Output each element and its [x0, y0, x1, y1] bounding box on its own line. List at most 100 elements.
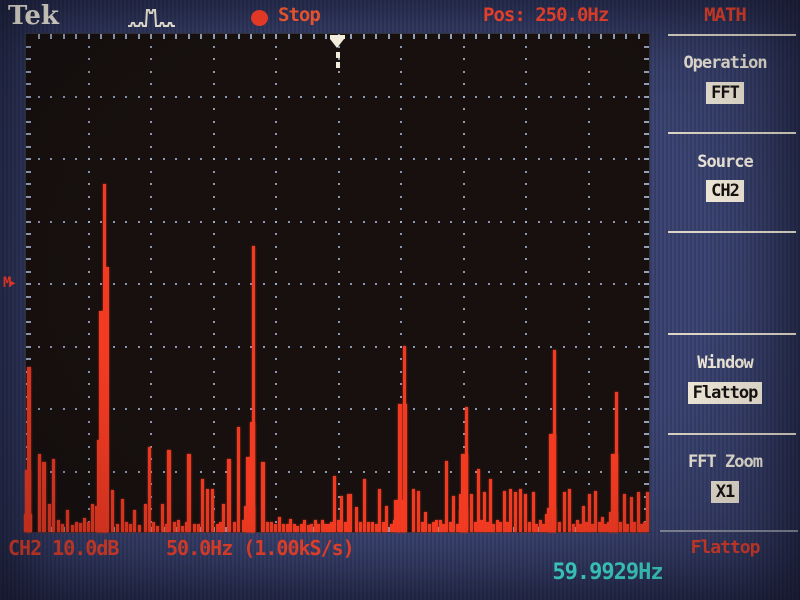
fft-trace-bar [442, 524, 445, 532]
grid-mark [100, 158, 102, 160]
grid-mark [37, 220, 40, 223]
grid-mark [612, 408, 615, 410]
grid-mark [575, 345, 577, 348]
grid-mark [187, 345, 190, 348]
fft-trace-bar [278, 517, 281, 532]
grid-mark [200, 34, 202, 39]
math-trace-position-marker[interactable]: M▶ [3, 275, 15, 291]
grid-mark [212, 433, 215, 435]
grid-mark [412, 283, 415, 285]
grid-mark [587, 283, 590, 285]
grid-mark [337, 358, 340, 360]
grid-mark [312, 408, 315, 410]
grid-mark [587, 420, 590, 423]
grid-mark [462, 433, 465, 435]
grid-mark [150, 145, 152, 148]
grid-mark [212, 420, 215, 423]
center-frequency-marker-icon[interactable] [330, 35, 345, 68]
grid-mark [644, 345, 649, 348]
grid-mark [150, 520, 152, 523]
grid-mark [644, 220, 649, 223]
fft-trace-bar [591, 524, 594, 532]
grid-mark [26, 258, 31, 260]
fft-trace-bar [539, 520, 542, 532]
fft-trace-bar [382, 522, 385, 532]
grid-mark [300, 95, 302, 98]
grid-mark [125, 470, 127, 473]
grid-mark [150, 170, 152, 173]
grid-mark [500, 95, 502, 98]
fft-trace-bar [66, 510, 69, 532]
grid-mark [200, 220, 202, 223]
grid-mark [250, 34, 252, 39]
grid-mark [312, 470, 315, 473]
fft-trace-bar [568, 489, 571, 532]
grid-mark [175, 220, 177, 223]
grid-mark [644, 233, 649, 235]
grid-mark [275, 120, 277, 123]
grid-mark [437, 220, 440, 223]
grid-mark [337, 95, 340, 98]
grid-mark [175, 283, 177, 285]
grid-mark [337, 370, 340, 373]
grid-mark [187, 34, 190, 39]
fft-trace-bar [330, 522, 333, 532]
grid-mark [87, 483, 90, 485]
grid-mark [150, 445, 152, 448]
grid-mark [275, 195, 277, 198]
grid-mark [337, 320, 340, 323]
fft-trace-bar [452, 496, 455, 532]
grid-mark [644, 95, 649, 98]
grid-mark [212, 345, 215, 348]
fft-trace-bar [324, 524, 327, 532]
grid-mark [337, 495, 340, 498]
grid-mark [462, 395, 465, 398]
grid-mark [87, 133, 90, 135]
grid-mark [87, 520, 90, 523]
grid-mark [637, 408, 640, 410]
grid-mark [525, 95, 527, 98]
grid-mark [150, 220, 152, 223]
grid-mark [62, 408, 65, 410]
grid-mark [162, 220, 165, 223]
grid-mark [587, 158, 590, 160]
fft-trace-bar [317, 524, 320, 532]
grid-mark [625, 158, 627, 160]
grid-mark [87, 158, 90, 160]
grid-mark [562, 345, 565, 348]
grid-mark [375, 345, 377, 348]
horizontal-position-readout: Pos: 250.0Hz [483, 4, 609, 26]
grid-mark [412, 220, 415, 223]
grid-mark [87, 470, 90, 473]
grid-mark [112, 283, 115, 285]
grid-mark [387, 158, 390, 160]
fft-trace-bar [503, 491, 506, 532]
fft-trace-bar [572, 524, 575, 532]
fft-trace-bar [206, 489, 209, 532]
grid-mark [400, 158, 402, 160]
grid-mark [525, 158, 527, 160]
grid-mark [87, 208, 90, 210]
grid-mark [525, 308, 527, 310]
grid-mark [75, 408, 77, 410]
grid-mark [300, 158, 302, 160]
fft-trace-bar [197, 524, 200, 532]
menu-item-fft-zoom[interactable]: X1 [650, 481, 800, 503]
grid-mark [525, 408, 527, 410]
menu-item-operation[interactable]: FFT [650, 82, 800, 104]
grid-mark [462, 108, 465, 110]
fft-trace-bar [421, 522, 424, 532]
grid-mark [587, 133, 590, 135]
grid-mark [587, 120, 590, 123]
fft-trace-bar [289, 519, 292, 532]
grid-mark [412, 34, 415, 39]
grid-mark [137, 345, 140, 348]
grid-mark [525, 34, 527, 39]
fft-trace-bar [111, 490, 114, 532]
grid-mark [87, 195, 90, 198]
menu-item-source[interactable]: CH2 [650, 180, 800, 202]
menu-item-window[interactable]: Flattop [650, 382, 800, 404]
grid-mark [26, 170, 31, 173]
grid-mark [425, 408, 427, 410]
grid-mark [612, 220, 615, 223]
